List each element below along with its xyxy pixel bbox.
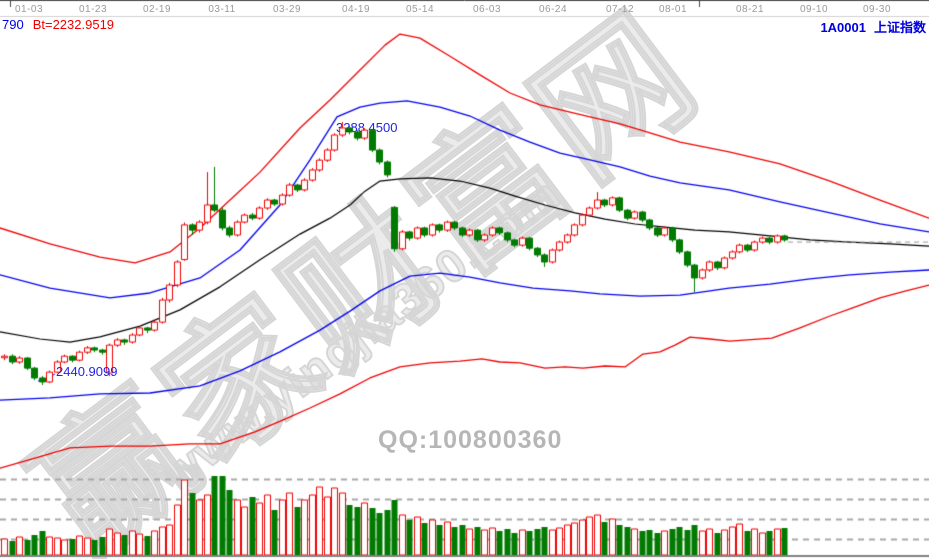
date-label: 02-19 bbox=[142, 4, 172, 15]
date-label: 06-03 bbox=[472, 4, 502, 15]
low-price-label: 2440.9099 bbox=[56, 364, 118, 379]
symbol-code: 1A0001 bbox=[820, 20, 866, 35]
date-axis: 01-03 01-23 02-19 03-11 03-29 04-19 05-14 06-03… bbox=[0, 0, 929, 16]
qq-watermark: QQ:100800360 bbox=[378, 426, 563, 454]
bar-count-value: 790 bbox=[2, 17, 24, 32]
date-label: 09-10 bbox=[799, 4, 829, 15]
bt-indicator-value: Bt=2232.9519 bbox=[32, 17, 115, 32]
date-label: 01-03 bbox=[14, 4, 44, 15]
indicator-readout: 790 Bt=2232.9519 bbox=[2, 17, 114, 32]
date-label: 03-29 bbox=[272, 4, 302, 15]
date-label: 05-14 bbox=[405, 4, 435, 15]
date-label: 07-12 bbox=[605, 4, 635, 15]
date-label: 08-01 bbox=[658, 4, 688, 15]
date-label: 06-24 bbox=[538, 4, 568, 15]
symbol-title: 1A0001 上证指数 bbox=[820, 17, 926, 36]
symbol-name: 上证指数 bbox=[873, 20, 926, 35]
date-label: 03-11 bbox=[208, 4, 236, 15]
date-label: 04-19 bbox=[341, 4, 371, 15]
date-label: 08-21 bbox=[735, 4, 765, 15]
date-label: 01-23 bbox=[78, 4, 108, 15]
date-label: 09-30 bbox=[862, 4, 892, 15]
